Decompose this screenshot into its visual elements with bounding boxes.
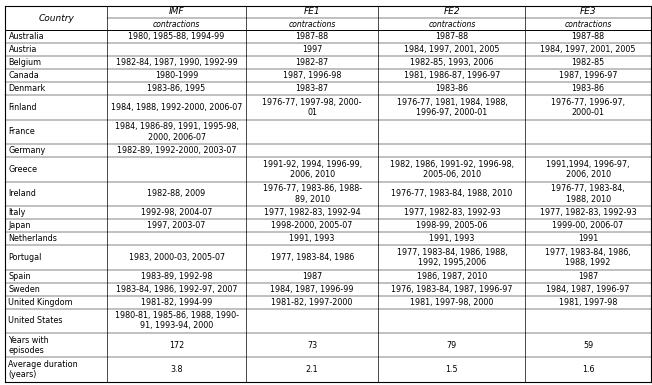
Text: 1982-87: 1982-87 (295, 58, 329, 67)
Text: Japan: Japan (8, 221, 31, 230)
Text: Spain: Spain (8, 271, 31, 281)
Text: 1976-77, 1997-98, 2000-
01: 1976-77, 1997-98, 2000- 01 (262, 98, 362, 117)
Text: 1984, 1988, 1992-2000, 2006-07: 1984, 1988, 1992-2000, 2006-07 (111, 103, 243, 112)
Text: 1992-98, 2004-07: 1992-98, 2004-07 (141, 208, 213, 217)
Text: 1987, 1996-98: 1987, 1996-98 (283, 71, 342, 80)
Text: 1977, 1982-83, 1992-93: 1977, 1982-83, 1992-93 (404, 208, 500, 217)
Text: contractions: contractions (153, 20, 200, 28)
Text: 1984, 1997, 2001, 2005: 1984, 1997, 2001, 2005 (541, 45, 636, 54)
Text: 1983-89, 1992-98: 1983-89, 1992-98 (141, 271, 213, 281)
Text: Italy: Italy (8, 208, 26, 217)
Text: contractions: contractions (288, 20, 336, 28)
Text: 1981-82, 1997-2000: 1981-82, 1997-2000 (271, 298, 353, 306)
Text: 1987-88: 1987-88 (572, 32, 604, 41)
Text: 79: 79 (447, 341, 457, 350)
Text: Portugal: Portugal (8, 253, 42, 262)
Text: 1976-77, 1983-84,
1988, 2010: 1976-77, 1983-84, 1988, 2010 (552, 184, 625, 204)
Text: 1981-82, 1994-99: 1981-82, 1994-99 (141, 298, 213, 306)
Text: 1997, 2003-07: 1997, 2003-07 (147, 221, 206, 230)
Text: Country: Country (38, 13, 74, 22)
Text: 1.6: 1.6 (582, 365, 595, 374)
Text: France: France (8, 127, 35, 136)
Text: Australia: Australia (8, 32, 44, 41)
Text: 1977, 1982-83, 1992-93: 1977, 1982-83, 1992-93 (540, 208, 636, 217)
Text: 1976-77, 1983-84, 1988, 2010: 1976-77, 1983-84, 1988, 2010 (391, 189, 512, 198)
Text: 1984, 1997, 2001, 2005: 1984, 1997, 2001, 2005 (404, 45, 499, 54)
Text: FE3: FE3 (580, 7, 597, 17)
Text: Austria: Austria (8, 45, 37, 54)
Text: Greece: Greece (8, 165, 37, 174)
Text: 1987-88: 1987-88 (436, 32, 468, 41)
Text: 1981, 1986-87, 1996-97: 1981, 1986-87, 1996-97 (404, 71, 500, 80)
Text: 1982-89, 1992-2000, 2003-07: 1982-89, 1992-2000, 2003-07 (117, 146, 236, 155)
Text: 1983-86, 1995: 1983-86, 1995 (147, 84, 206, 93)
Text: 1987, 1996-97: 1987, 1996-97 (559, 71, 617, 80)
Text: 1983-87: 1983-87 (295, 84, 329, 93)
Text: 1983-84, 1986, 1992-97, 2007: 1983-84, 1986, 1992-97, 2007 (116, 285, 237, 293)
Text: 1999-00, 2006-07: 1999-00, 2006-07 (552, 221, 624, 230)
Text: 73: 73 (307, 341, 318, 350)
Text: 172: 172 (169, 341, 185, 350)
Text: contractions: contractions (565, 20, 612, 28)
Text: 1982-85: 1982-85 (571, 58, 604, 67)
Text: 1.5: 1.5 (445, 365, 458, 374)
Text: Belgium: Belgium (8, 58, 42, 67)
Text: Germany: Germany (8, 146, 46, 155)
Text: 1976-77, 1996-97,
2000-01: 1976-77, 1996-97, 2000-01 (551, 98, 625, 117)
Text: 1983-86: 1983-86 (572, 84, 604, 93)
Text: 1991, 1993: 1991, 1993 (429, 234, 475, 243)
Text: 1981, 1997-98, 2000: 1981, 1997-98, 2000 (410, 298, 494, 306)
Text: Ireland: Ireland (8, 189, 37, 198)
Text: Netherlands: Netherlands (8, 234, 57, 243)
Text: 1998-2000, 2005-07: 1998-2000, 2005-07 (271, 221, 353, 230)
Text: 1991,1994, 1996-97,
2006, 2010: 1991,1994, 1996-97, 2006, 2010 (546, 160, 630, 179)
Text: Years with
episodes: Years with episodes (8, 336, 49, 355)
Text: 1977, 1982-83, 1992-94: 1977, 1982-83, 1992-94 (264, 208, 361, 217)
Text: FE2: FE2 (443, 7, 460, 17)
Text: 1976-77, 1981, 1984, 1988,
1996-97, 2000-01: 1976-77, 1981, 1984, 1988, 1996-97, 2000… (396, 98, 507, 117)
Text: FE1: FE1 (304, 7, 320, 17)
Text: 1977, 1983-84, 1986, 1988,
1992, 1995,2006: 1977, 1983-84, 1986, 1988, 1992, 1995,20… (396, 248, 507, 267)
Text: 1980-1999: 1980-1999 (155, 71, 198, 80)
Text: Finland: Finland (8, 103, 37, 112)
Text: 1976, 1983-84, 1987, 1996-97: 1976, 1983-84, 1987, 1996-97 (391, 285, 512, 293)
Text: Average duration
(years): Average duration (years) (8, 360, 78, 379)
Text: United States: United States (8, 316, 63, 325)
Text: 1987-88: 1987-88 (295, 32, 329, 41)
Text: 1980-81, 1985-86, 1988, 1990-
91, 1993-94, 2000: 1980-81, 1985-86, 1988, 1990- 91, 1993-9… (115, 311, 239, 330)
Text: 1977, 1983-84, 1986: 1977, 1983-84, 1986 (271, 253, 354, 262)
Text: 1982, 1986, 1991-92, 1996-98,
2005-06, 2010: 1982, 1986, 1991-92, 1996-98, 2005-06, 2… (390, 160, 514, 179)
Text: 1983, 2000-03, 2005-07: 1983, 2000-03, 2005-07 (128, 253, 225, 262)
Text: 1991-92, 1994, 1996-99,
2006, 2010: 1991-92, 1994, 1996-99, 2006, 2010 (263, 160, 362, 179)
Text: 1984, 1986-89, 1991, 1995-98,
2000, 2006-07: 1984, 1986-89, 1991, 1995-98, 2000, 2006… (115, 122, 239, 142)
Text: 2.1: 2.1 (306, 365, 318, 374)
Text: 1981, 1997-98: 1981, 1997-98 (559, 298, 617, 306)
Text: 1982-88, 2009: 1982-88, 2009 (147, 189, 206, 198)
Text: 1986, 1987, 2010: 1986, 1987, 2010 (417, 271, 487, 281)
Text: Denmark: Denmark (8, 84, 46, 93)
Text: Sweden: Sweden (8, 285, 40, 293)
Text: IMF: IMF (169, 7, 185, 17)
Text: 1984, 1987, 1996-97: 1984, 1987, 1996-97 (546, 285, 630, 293)
Text: Canada: Canada (8, 71, 39, 80)
Text: 1976-77, 1983-86, 1988-
89, 2010: 1976-77, 1983-86, 1988- 89, 2010 (263, 184, 362, 204)
Text: 1983-86: 1983-86 (436, 84, 468, 93)
Text: 1991, 1993: 1991, 1993 (289, 234, 335, 243)
Text: 59: 59 (583, 341, 593, 350)
Text: 1984, 1987, 1996-99: 1984, 1987, 1996-99 (271, 285, 354, 293)
Text: 1980, 1985-88, 1994-99: 1980, 1985-88, 1994-99 (128, 32, 225, 41)
Text: 1997: 1997 (302, 45, 322, 54)
Text: 1987: 1987 (578, 271, 598, 281)
Text: 1991: 1991 (578, 234, 598, 243)
Text: 1987: 1987 (302, 271, 322, 281)
Text: contractions: contractions (428, 20, 475, 28)
Text: 1982-84, 1987, 1990, 1992-99: 1982-84, 1987, 1990, 1992-99 (115, 58, 237, 67)
Text: 1982-85, 1993, 2006: 1982-85, 1993, 2006 (410, 58, 494, 67)
Text: United Kingdom: United Kingdom (8, 298, 73, 306)
Text: 1998-99, 2005-06: 1998-99, 2005-06 (416, 221, 488, 230)
Text: 3.8: 3.8 (170, 365, 183, 374)
Text: 1977, 1983-84, 1986,
1988, 1992: 1977, 1983-84, 1986, 1988, 1992 (545, 248, 631, 267)
